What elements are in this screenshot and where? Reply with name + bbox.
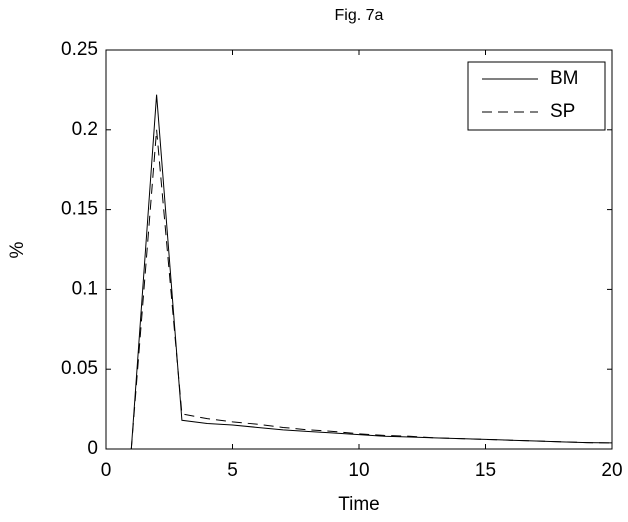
y-tick-label: 0.05 bbox=[61, 358, 98, 379]
y-tick-label: 0.15 bbox=[61, 199, 98, 220]
legend-box bbox=[467, 61, 606, 131]
y-tick-label: 0 bbox=[87, 438, 98, 459]
x-tick-label: 0 bbox=[101, 460, 112, 481]
legend-label: BM bbox=[550, 68, 579, 89]
y-tick-label: 0.2 bbox=[72, 119, 98, 140]
y-tick-label: 0.25 bbox=[61, 39, 98, 60]
chart-title: Fig. 7a bbox=[335, 7, 384, 24]
x-tick-label: 5 bbox=[227, 460, 238, 481]
x-tick-label: 20 bbox=[601, 460, 622, 481]
y-axis-label: % bbox=[7, 241, 28, 258]
x-tick-label: 15 bbox=[475, 460, 496, 481]
data-line bbox=[130, 94, 613, 450]
legend-label: SP bbox=[550, 101, 575, 122]
x-axis-label: Time bbox=[338, 494, 380, 515]
data-line bbox=[130, 129, 613, 450]
y-tick-label: 0.1 bbox=[72, 278, 98, 299]
x-tick-label: 10 bbox=[348, 460, 369, 481]
